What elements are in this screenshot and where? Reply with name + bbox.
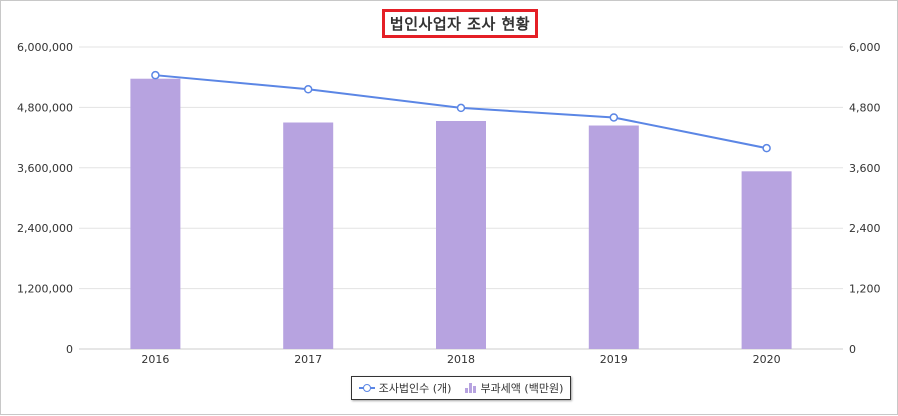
bar[interactable]: [130, 78, 181, 350]
y-axis-left: 0 1,200,000 2,400,000 3,600,000 4,800,000 6,0…: [17, 41, 73, 356]
chart-title: 법인사업자 조사 현황: [382, 9, 538, 38]
bar[interactable]: [588, 125, 639, 350]
chart-legend: 조사법인수 (개) 부과세액 (백만원): [351, 376, 571, 400]
legend-label-line: 조사법인수 (개): [378, 382, 452, 395]
y-right-tick-label: 3,600: [849, 162, 881, 175]
bar-marker-icon: [465, 383, 477, 393]
line-series: [151, 70, 771, 153]
x-tick-label: 2017: [294, 353, 322, 366]
x-tick-label: 2019: [600, 353, 628, 366]
y-right-tick-label: 1,200: [849, 283, 881, 296]
y-right-tick-label: 0: [849, 343, 856, 356]
legend-item-bar[interactable]: 부과세액 (백만원): [465, 380, 563, 396]
y-left-tick-label: 2,400,000: [17, 222, 73, 235]
y-left-tick-label: 6,000,000: [17, 41, 73, 54]
y-left-tick-label: 4,800,000: [17, 101, 73, 114]
y-left-tick-label: 3,600,000: [17, 162, 73, 175]
x-tick-label: 2016: [141, 353, 169, 366]
line-point[interactable]: [303, 85, 313, 94]
legend-item-line[interactable]: 조사법인수 (개): [358, 380, 452, 396]
legend-label-bar: 부과세액 (백만원): [480, 382, 564, 395]
bar-series: [130, 78, 792, 350]
bar[interactable]: [283, 122, 334, 350]
bar[interactable]: [436, 120, 486, 350]
y-axis-right: 0 1,200 2,400 3,600 4,800 6,000: [849, 41, 881, 356]
y-left-tick-label: 0: [66, 343, 73, 356]
line-marker-icon: [358, 383, 375, 393]
y-right-tick-label: 2,400: [849, 222, 881, 235]
line-point[interactable]: [456, 103, 466, 113]
x-axis: 2016 2017 2018 2019 2020: [141, 353, 780, 366]
line-point[interactable]: [151, 70, 160, 80]
line-point[interactable]: [762, 143, 771, 153]
bar[interactable]: [741, 171, 792, 349]
y-left-tick-label: 1,200,000: [17, 283, 73, 296]
x-tick-label: 2018: [447, 353, 475, 366]
x-tick-label: 2020: [753, 353, 781, 366]
y-right-tick-label: 6,000: [849, 41, 881, 54]
line-point[interactable]: [609, 113, 619, 122]
y-right-tick-label: 4,800: [849, 101, 881, 114]
